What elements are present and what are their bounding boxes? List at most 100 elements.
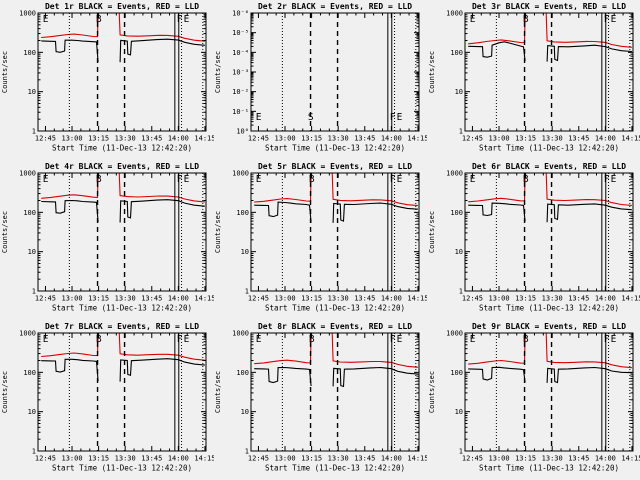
chart-title: Det 4r BLACK = Events, RED = LLD xyxy=(45,162,199,171)
det-4r-plot: 12:45 13:00 13:15 13:30 13:45 14:00 14:15 1 10 10… xyxy=(1,162,215,313)
x-tick-label: 12:45 xyxy=(35,455,56,463)
y-tick-label: 10⁻³ xyxy=(232,69,249,77)
y-tick-label: 1 xyxy=(32,128,36,136)
y-axis-label: Counts/sec xyxy=(428,211,436,253)
y-tick-label: 100 xyxy=(23,49,36,57)
y-axis-label: Counts/sec xyxy=(214,51,222,93)
x-tick-label: 12:45 xyxy=(35,135,56,143)
chart-title: Det 5r BLACK = Events, RED = LLD xyxy=(258,162,412,171)
panel-det-1r: 12:45 13:00 13:15 13:30 13:45 14:00 14:15 1 10 10… xyxy=(0,0,215,160)
events-series xyxy=(41,38,205,63)
chart-title: Det 6r BLACK = Events, RED = LLD xyxy=(472,162,626,171)
x-tick-label: 13:30 xyxy=(328,295,349,303)
axes-frame xyxy=(37,332,207,452)
panel-det-6r: 12:45 13:00 13:15 13:30 13:45 14:00 14:15 1 10 10… xyxy=(427,160,640,320)
x-tick-label: 14:15 xyxy=(194,455,214,463)
x-tick-label: 12:45 xyxy=(461,455,482,463)
y-tick-label: 1000 xyxy=(232,170,249,178)
y-tick-label: 1 xyxy=(32,288,36,296)
panel-det-3r: 12:45 13:00 13:15 13:30 13:45 14:00 14:15 1 10 10… xyxy=(427,0,640,160)
y-tick-label: 100 xyxy=(237,209,250,217)
det-3r-plot: 12:45 13:00 13:15 13:30 13:45 14:00 14:15 1 10 10… xyxy=(428,2,640,153)
x-tick-label: 13:15 xyxy=(88,295,109,303)
x-tick-label: 13:45 xyxy=(568,135,589,143)
x-axis-label: Start Time (11-Dec-13 12:42:20) xyxy=(479,464,619,473)
chart-title: Det 8r BLACK = Events, RED = LLD xyxy=(258,322,412,331)
flag-letter-E: E xyxy=(256,174,262,185)
y-tick-label: 10 xyxy=(454,248,462,256)
flag-letter-F: F xyxy=(177,334,183,345)
flag-letter-E: E xyxy=(469,334,475,345)
flag-letter-E: E xyxy=(184,334,190,345)
x-tick-label: 14:00 xyxy=(168,135,189,143)
y-axis-label: Counts/sec xyxy=(428,371,436,413)
lld-series xyxy=(41,173,205,203)
flag-letter-F: F xyxy=(390,174,396,185)
x-tick-label: 13:30 xyxy=(541,135,562,143)
flag-letter-E: E xyxy=(256,112,262,123)
flag-letter-E: E xyxy=(397,112,403,123)
flag-letter-F: F xyxy=(177,174,183,185)
chart-title: Det 2r BLACK = Events, RED = LLD xyxy=(258,2,412,11)
axes-frame xyxy=(37,12,207,132)
flag-letter-S: S xyxy=(308,112,314,123)
flag-letter-E: E xyxy=(610,334,616,345)
x-tick-label: 14:00 xyxy=(168,295,189,303)
y-tick-label: 10⁻⁶ xyxy=(232,10,249,18)
x-tick-label: 14:15 xyxy=(194,135,214,143)
chart-title: Det 7r BLACK = Events, RED = LLD xyxy=(45,322,199,331)
lld-series xyxy=(254,333,419,368)
chart-title: Det 9r BLACK = Events, RED = LLD xyxy=(472,322,626,331)
x-tick-label: 12:45 xyxy=(248,135,269,143)
flag-letter-E: E xyxy=(43,334,49,345)
x-tick-label: 13:00 xyxy=(488,135,509,143)
y-tick-label: 100 xyxy=(450,49,463,57)
flag-letter-E: E xyxy=(256,334,262,345)
panel-det-5r: 12:45 13:00 13:15 13:30 13:45 14:00 14:15 1 10 10… xyxy=(213,160,428,320)
y-tick-label: 1000 xyxy=(446,10,463,18)
x-tick-label: 13:15 xyxy=(301,135,322,143)
y-axis-label: Counts/sec xyxy=(428,51,436,93)
y-tick-label: 1 xyxy=(32,448,36,456)
lld-series xyxy=(41,333,205,361)
y-axis-label: Counts/sec xyxy=(214,211,222,253)
x-axis-label: Start Time (11-Dec-13 12:42:20) xyxy=(52,464,192,473)
flag-letter-B: B xyxy=(96,14,102,25)
x-tick-label: 13:45 xyxy=(141,455,162,463)
x-axis-label: Start Time (11-Dec-13 12:42:20) xyxy=(265,144,405,153)
flag-letter-B: B xyxy=(522,14,528,25)
panel-det-9r: 12:45 13:00 13:15 13:30 13:45 14:00 14:15 1 10 10… xyxy=(427,320,640,480)
events-series xyxy=(41,199,205,223)
x-axis-label: Start Time (11-Dec-13 12:42:20) xyxy=(265,304,405,313)
x-tick-label: 13:30 xyxy=(541,455,562,463)
flag-letter-F: F xyxy=(603,14,609,25)
x-tick-label: 13:00 xyxy=(61,135,82,143)
x-tick-label: 13:30 xyxy=(328,135,349,143)
y-tick-label: 100 xyxy=(23,209,36,217)
x-tick-label: 14:00 xyxy=(594,135,615,143)
y-tick-label: 1000 xyxy=(19,10,36,18)
x-tick-label: 13:45 xyxy=(355,135,376,143)
x-tick-label: 13:30 xyxy=(115,135,136,143)
axes-frame xyxy=(250,172,420,292)
x-tick-label: 14:00 xyxy=(594,455,615,463)
x-tick-label: 12:45 xyxy=(248,295,269,303)
det-5r-plot: 12:45 13:00 13:15 13:30 13:45 14:00 14:15 1 10 10… xyxy=(214,162,428,313)
x-tick-label: 13:45 xyxy=(141,135,162,143)
x-tick-label: 13:45 xyxy=(568,295,589,303)
panel-det-8r: 12:45 13:00 13:15 13:30 13:45 14:00 14:15 1 10 10… xyxy=(213,320,428,480)
flag-letter-E: E xyxy=(610,174,616,185)
flag-letter-F: F xyxy=(603,334,609,345)
x-tick-label: 13:00 xyxy=(488,455,509,463)
y-tick-label: 10 xyxy=(241,408,249,416)
flag-letter-E: E xyxy=(43,14,49,25)
y-tick-label: 1 xyxy=(245,288,249,296)
det-1r-plot: 12:45 13:00 13:15 13:30 13:45 14:00 14:15 1 10 10… xyxy=(1,2,215,153)
events-series xyxy=(41,358,205,382)
x-tick-label: 13:45 xyxy=(141,295,162,303)
x-tick-label: 13:00 xyxy=(61,295,82,303)
flag-letter-E: E xyxy=(469,14,475,25)
y-tick-label: 1000 xyxy=(232,330,249,338)
det-6r-plot: 12:45 13:00 13:15 13:30 13:45 14:00 14:15 1 10 10… xyxy=(428,162,640,313)
flag-letter-B: B xyxy=(96,334,102,345)
